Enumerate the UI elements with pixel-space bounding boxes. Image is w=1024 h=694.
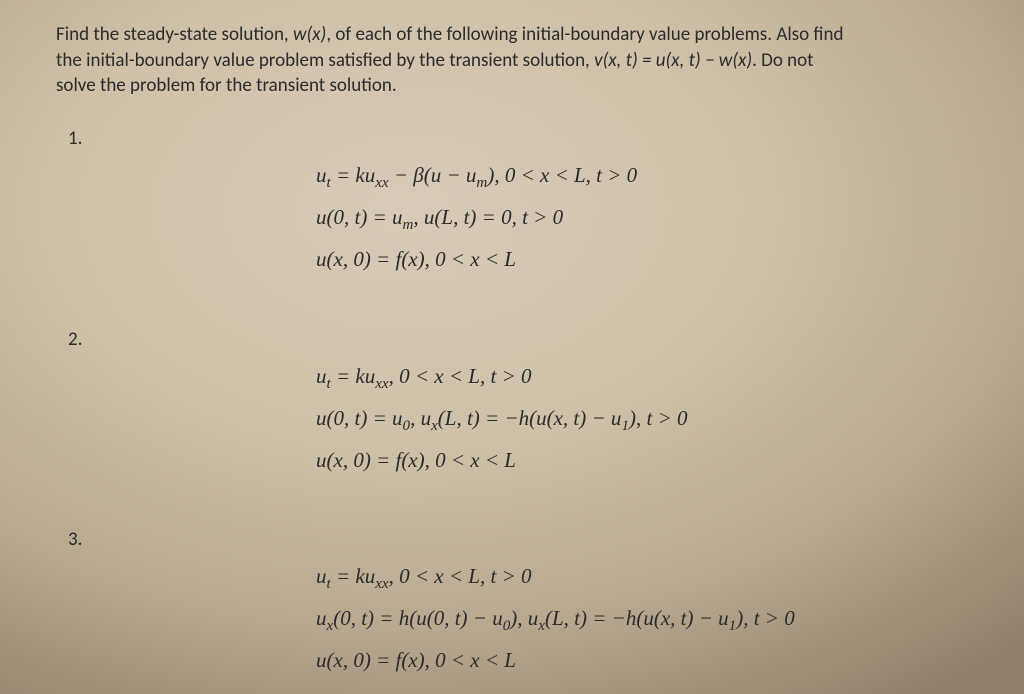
intro-text: . Do not bbox=[752, 49, 813, 72]
intro-text: Find the steady-state solution, bbox=[56, 23, 293, 46]
intro-math: v(x, t) = u(x, t) − w(x) bbox=[594, 49, 752, 72]
problem-number: 1. bbox=[68, 127, 964, 150]
problem-equations: ut = kuxx − β(u − um), 0 < x < L, t > 0 … bbox=[316, 156, 964, 280]
intro-text: solve the problem for the transient solu… bbox=[56, 74, 397, 97]
intro-text: the initial-boundary value problem satis… bbox=[56, 49, 594, 72]
equation-line: ut = kuxx, 0 < x < L, t > 0 bbox=[316, 557, 964, 599]
problem-3: 3. ut = kuxx, 0 < x < L, t > 0 ux(0, t) … bbox=[56, 528, 964, 681]
problem-1: 1. ut = kuxx − β(u − um), 0 < x < L, t >… bbox=[56, 127, 964, 280]
problem-equations: ut = kuxx, 0 < x < L, t > 0 u(0, t) = u0… bbox=[316, 357, 964, 481]
equation-line: u(0, t) = u0, ux(L, t) = −h(u(x, t) − u1… bbox=[316, 399, 964, 441]
equation-line: u(x, 0) = f(x), 0 < x < L bbox=[316, 441, 964, 481]
intro-math: w(x) bbox=[293, 23, 326, 46]
equation-line: u(x, 0) = f(x), 0 < x < L bbox=[316, 641, 964, 681]
intro-paragraph: Find the steady-state solution, w(x), of… bbox=[56, 22, 964, 99]
equation-line: ux(0, t) = h(u(0, t) − u0), ux(L, t) = −… bbox=[316, 599, 964, 641]
page: Find the steady-state solution, w(x), of… bbox=[0, 0, 1024, 694]
equation-line: u(x, 0) = f(x), 0 < x < L bbox=[316, 240, 964, 280]
problem-number: 3. bbox=[68, 528, 964, 551]
equation-line: ut = kuxx, 0 < x < L, t > 0 bbox=[316, 357, 964, 399]
problem-equations: ut = kuxx, 0 < x < L, t > 0 ux(0, t) = h… bbox=[316, 557, 964, 681]
intro-text: , of each of the following initial-bound… bbox=[326, 23, 843, 46]
problem-2: 2. ut = kuxx, 0 < x < L, t > 0 u(0, t) =… bbox=[56, 328, 964, 481]
problem-number: 2. bbox=[68, 328, 964, 351]
equation-line: ut = kuxx − β(u − um), 0 < x < L, t > 0 bbox=[316, 156, 964, 198]
equation-line: u(0, t) = um, u(L, t) = 0, t > 0 bbox=[316, 198, 964, 240]
